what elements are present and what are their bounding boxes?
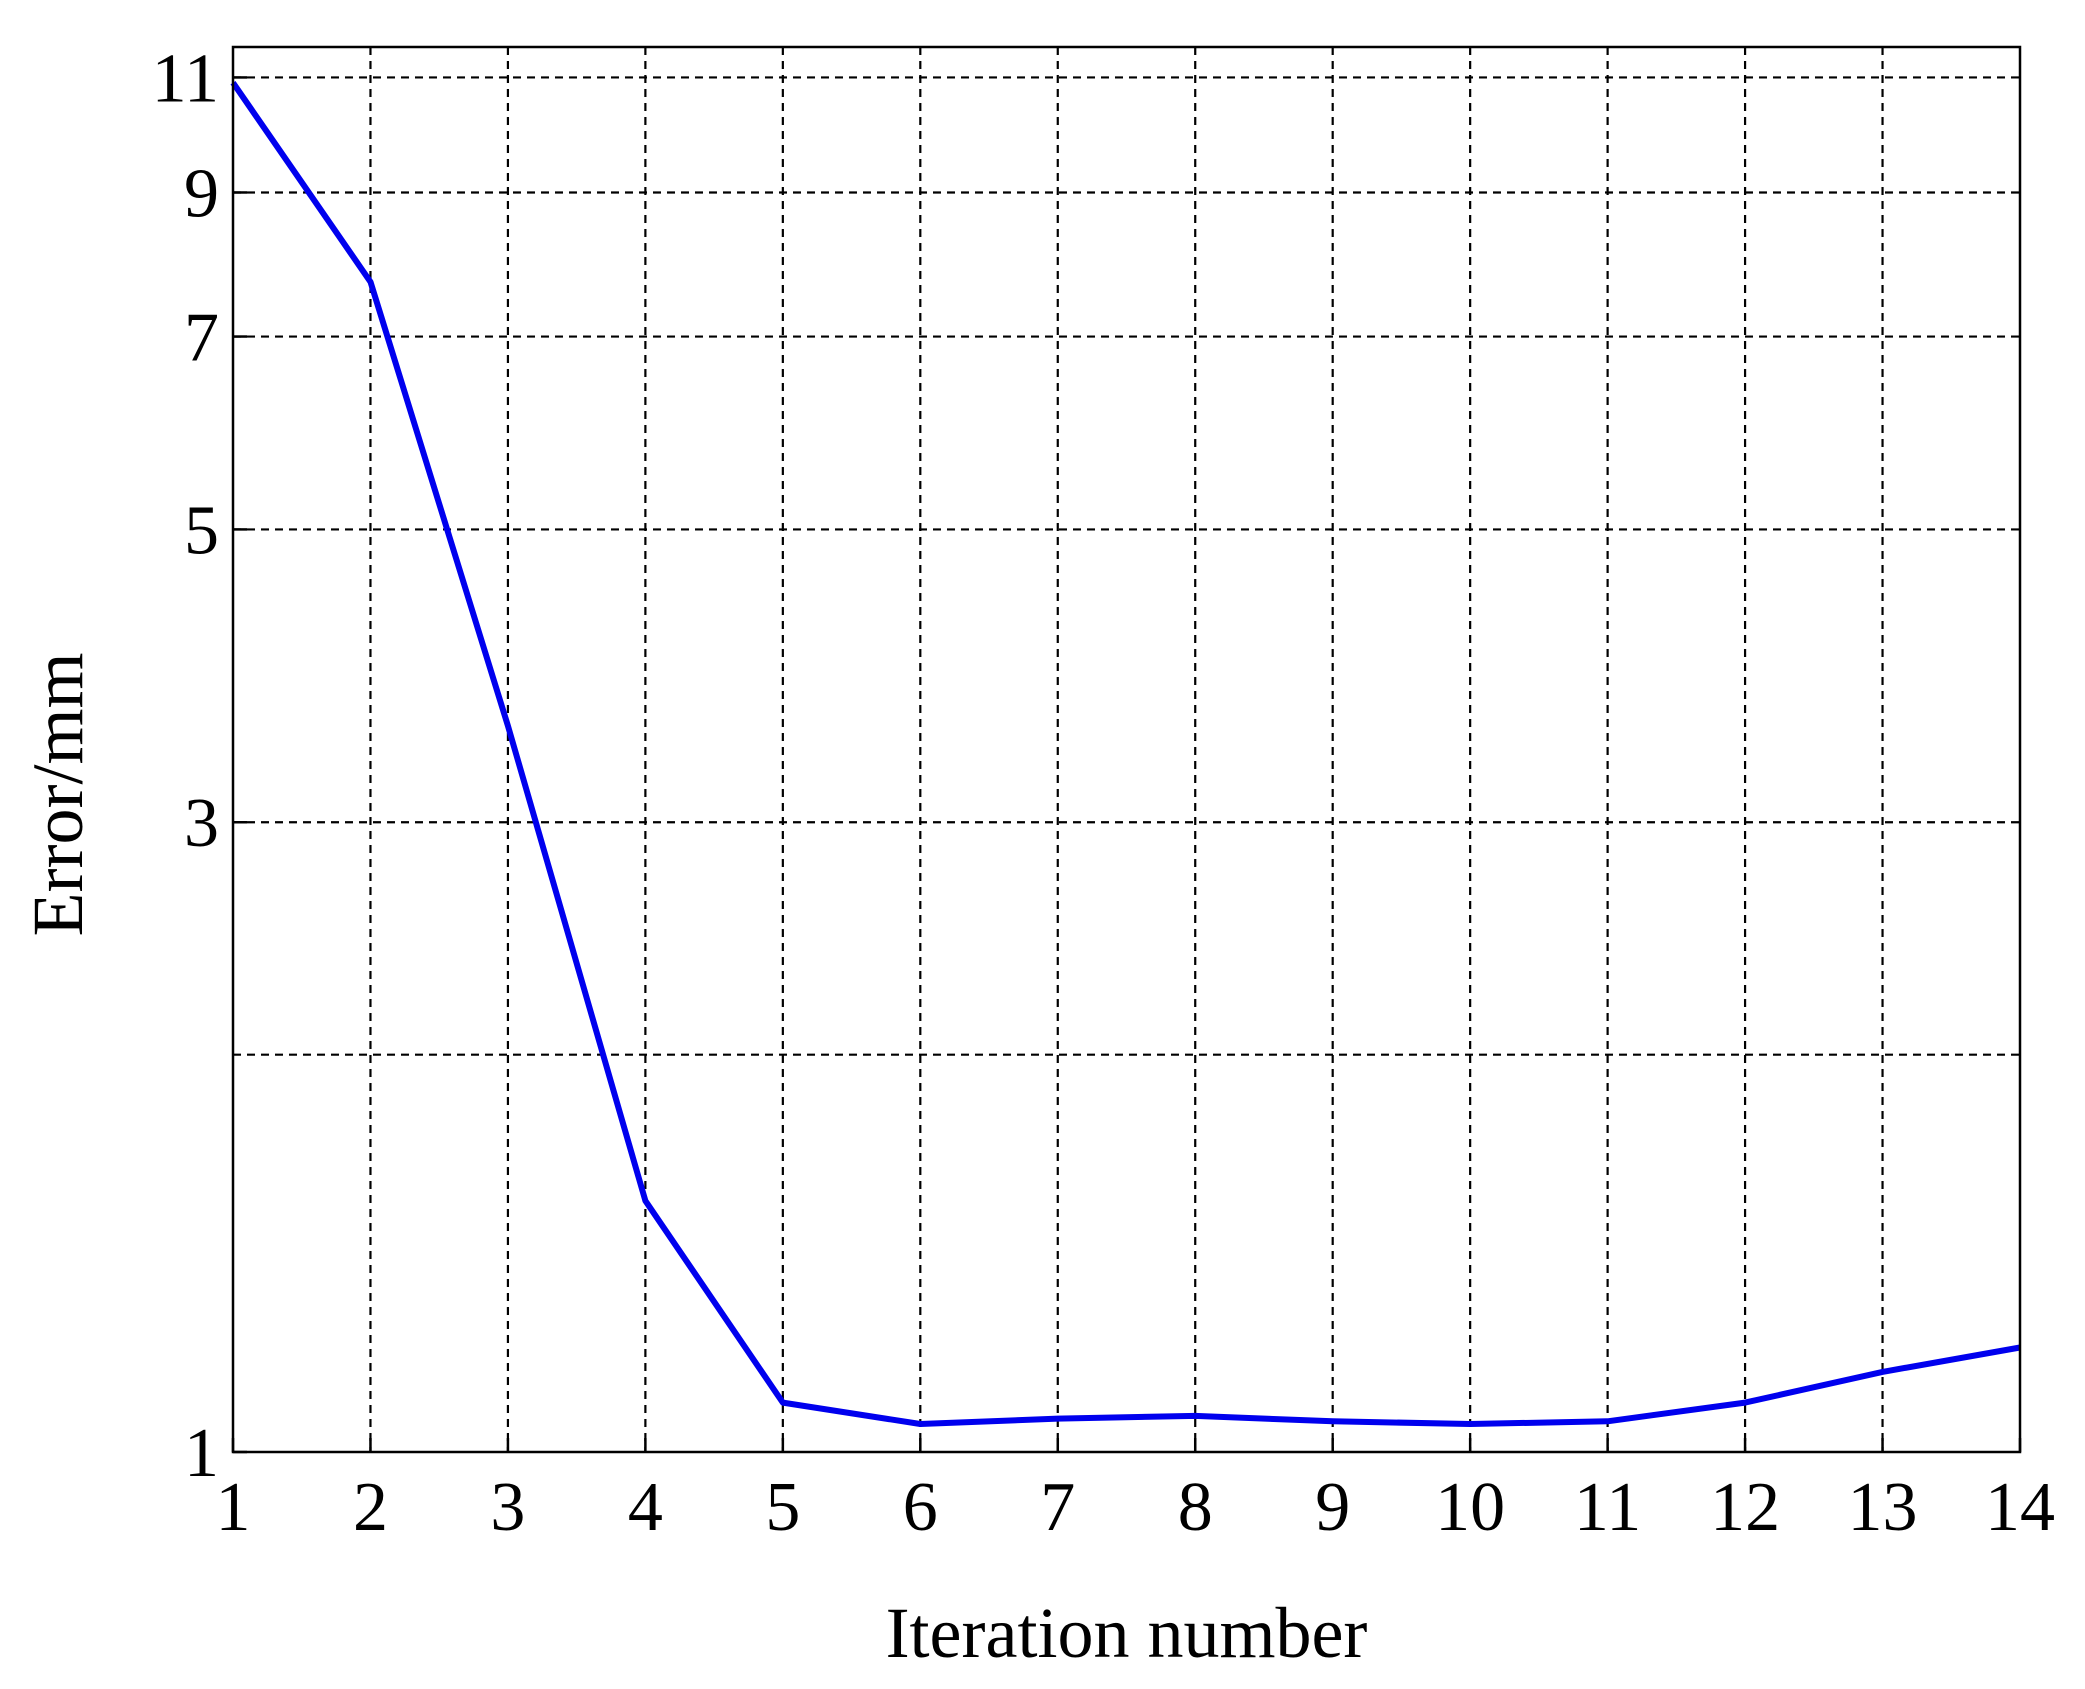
x-tick-label: 10	[1435, 1469, 1505, 1546]
x-tick-label: 7	[1040, 1469, 1075, 1546]
x-tick-label: 1	[216, 1469, 251, 1546]
x-tick-label: 6	[903, 1469, 938, 1546]
x-tick-label: 8	[1178, 1469, 1213, 1546]
series-layer	[230, 80, 2021, 1427]
tick-layer	[231, 76, 2022, 1454]
x-tick-label: 11	[1574, 1469, 1641, 1546]
x-tick-label: 2	[353, 1469, 388, 1546]
x-tick-label: 12	[1710, 1469, 1780, 1546]
x-tick-label: 3	[490, 1469, 525, 1546]
y-tick-label: 3	[184, 785, 219, 862]
x-tick-label: 13	[1848, 1469, 1918, 1546]
x-tick-label: 9	[1315, 1469, 1350, 1546]
plot-frame	[231, 45, 2022, 1454]
y-tick-label: 7	[184, 300, 219, 377]
grid-layer	[233, 47, 2020, 1452]
y-tick-label: 1	[184, 1415, 219, 1492]
y-axis-title: Error/mm	[18, 653, 98, 937]
y-tick-label: 11	[152, 40, 219, 117]
y-tick-label: 9	[184, 155, 219, 232]
x-tick-label: 14	[1985, 1469, 2055, 1546]
x-tick-label: 5	[765, 1469, 800, 1546]
y-tick-label: 5	[184, 492, 219, 569]
x-tick-label: 4	[628, 1469, 663, 1546]
x-axis-title: Iteration number	[886, 1593, 1368, 1673]
series-line	[230, 80, 2021, 1427]
